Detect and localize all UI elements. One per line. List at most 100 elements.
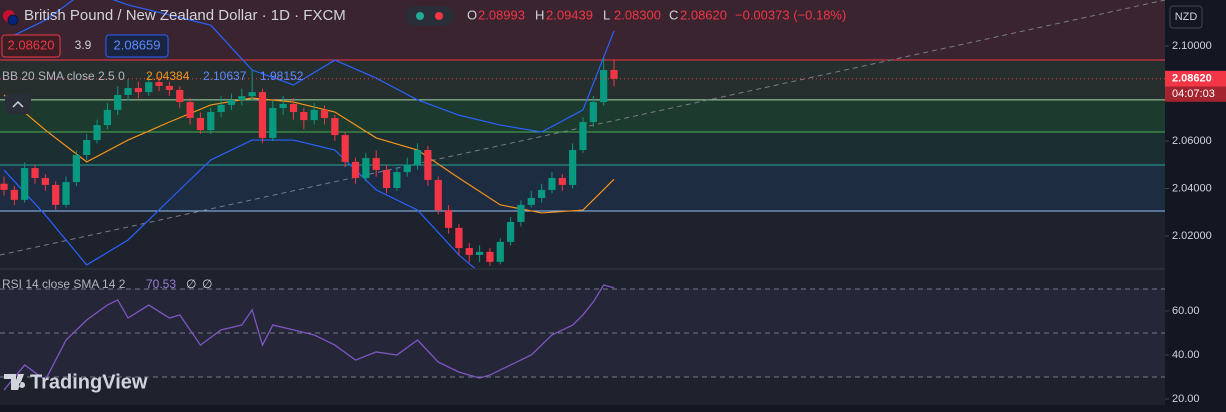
y-tick-label: 2.06000 <box>1172 135 1212 147</box>
time-axis <box>0 405 1165 412</box>
y-tick-label: 60.00 <box>1172 305 1200 317</box>
candle-body <box>413 150 422 165</box>
ohlc-label: L <box>603 7 610 22</box>
candle-body <box>258 92 267 138</box>
rsi-value: 70.53 <box>146 277 176 291</box>
candle-body <box>227 99 236 105</box>
candle-body <box>424 150 432 180</box>
price-plot <box>0 0 1165 268</box>
candle-body <box>269 108 277 138</box>
sell-button[interactable] <box>1 34 61 58</box>
rsi-band <box>0 288 1165 378</box>
candle-body <box>610 69 618 79</box>
status-pill[interactable] <box>406 6 454 26</box>
candle-body <box>527 197 535 205</box>
rsi-line <box>3 284 615 391</box>
candle-body <box>486 251 494 262</box>
ohlc-label: C <box>669 7 678 22</box>
candle-body <box>52 184 60 205</box>
candle-body <box>207 112 215 131</box>
candle-body <box>248 92 256 97</box>
ohlc-label: O <box>467 7 477 22</box>
status-dot <box>435 12 443 20</box>
bb-value: 2.10637 <box>203 69 247 83</box>
candle-body <box>320 109 329 118</box>
candle-body <box>93 125 101 141</box>
spread: 3.9 <box>75 38 92 52</box>
y-tick-label: 2.10000 <box>1172 40 1212 52</box>
candle-body <box>579 122 587 151</box>
bb-value: 2.04384 <box>146 69 190 83</box>
candle-body <box>465 248 473 255</box>
countdown-box <box>1165 86 1226 102</box>
candle-body <box>393 172 401 189</box>
candle-body <box>600 70 608 103</box>
collapse-button[interactable] <box>5 94 31 114</box>
rsi-legend: RSI 14 close SMA 14 2 <box>2 277 126 291</box>
countdown: 04:07:03 <box>1172 88 1215 100</box>
price-label-box <box>1165 70 1226 87</box>
candle-body <box>62 182 70 205</box>
candle-body <box>475 251 484 255</box>
candle-body <box>310 109 318 121</box>
candle-body <box>300 112 308 121</box>
zone <box>0 60 1165 100</box>
zone <box>0 0 1165 61</box>
candle-body <box>589 102 597 123</box>
candle-body <box>569 150 577 185</box>
zones <box>0 0 1165 268</box>
sell-price: 2.08620 <box>8 37 55 52</box>
currency-button[interactable] <box>1169 5 1203 29</box>
candle-body <box>83 140 91 156</box>
zone <box>0 164 1165 212</box>
candle-body <box>434 179 442 211</box>
candle-body <box>372 158 380 170</box>
candle-body <box>155 82 163 86</box>
y-tick-label: 40.00 <box>1172 349 1200 361</box>
candle-body <box>444 210 453 228</box>
candle-body <box>186 102 194 118</box>
candle-body <box>548 178 556 190</box>
ohlc-value: 2.08300 <box>614 7 661 22</box>
ohlc-value: 2.08993 <box>478 7 525 22</box>
ohlc-label: H <box>535 7 544 22</box>
ohlc-value: 2.09439 <box>546 7 593 22</box>
symbol-title: British Pound / New Zealand Dollar · 1D … <box>24 7 346 24</box>
currency: NZD <box>1175 11 1198 23</box>
pane-separator <box>0 268 1165 270</box>
buy-price: 2.08659 <box>114 37 161 52</box>
candle-body <box>0 183 8 190</box>
candle-body <box>506 221 515 242</box>
rsi-plot <box>0 284 1165 391</box>
candle-body <box>31 168 39 179</box>
candle-body <box>165 85 174 90</box>
candle-body <box>134 88 143 93</box>
candle-body <box>145 82 153 93</box>
y-tick-label: 2.02000 <box>1172 230 1212 242</box>
candle-body <box>341 135 349 162</box>
chevron <box>12 100 24 108</box>
rsi-value: ∅ <box>202 277 212 291</box>
candle-body <box>455 227 463 249</box>
axis-labels: 2.10000 2.06000 2.04000 2.02000 2.08620 04:07… <box>1165 40 1226 405</box>
candle-body <box>124 88 132 95</box>
candle-body <box>517 204 525 222</box>
candle-body <box>362 158 370 179</box>
buy-button[interactable] <box>105 34 169 58</box>
candle-body <box>103 109 112 126</box>
rsi-pane <box>0 270 1165 405</box>
symbol-icon <box>7 14 19 26</box>
candle-body <box>289 103 298 113</box>
candle-body <box>217 104 225 113</box>
candle-body <box>382 169 391 189</box>
candle-body <box>331 117 339 136</box>
price-label: 2.08620 <box>1172 73 1212 85</box>
candle-body <box>114 94 122 110</box>
zone <box>0 211 1165 268</box>
logo-text: TradingView <box>30 371 148 393</box>
candle-body <box>41 178 49 185</box>
rsi-value: ∅ <box>186 277 196 291</box>
change: −0.00373 (−0.18%) <box>735 7 846 22</box>
